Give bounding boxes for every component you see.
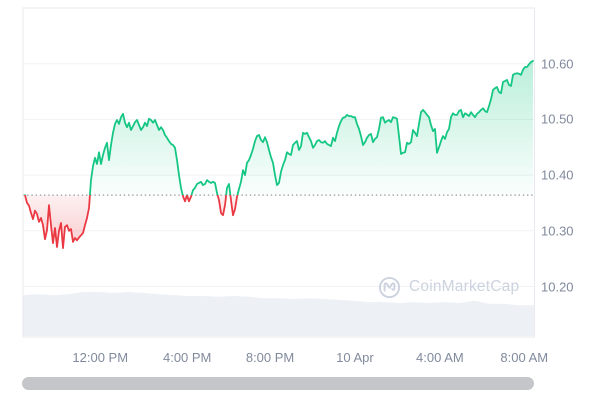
price-area-positive	[89, 60, 533, 196]
volume-area	[23, 292, 535, 336]
watermark-text: CoinMarketCap	[409, 278, 520, 295]
y-axis-label: 10.30	[541, 223, 574, 239]
coinmarketcap-logo-icon	[378, 276, 401, 298]
x-axis-label: 12:00 PM	[72, 350, 129, 365]
price-line-positive	[24, 60, 534, 196]
x-axis-label: 8:00 PM	[245, 350, 295, 365]
y-axis-label: 10.40	[541, 167, 574, 183]
y-axis-label: 10.60	[541, 56, 574, 72]
x-axis-label: 4:00 AM	[416, 350, 464, 365]
plot-border	[22, 7, 535, 338]
y-axis-label: 10.50	[541, 111, 574, 127]
y-axis-label: 10.20	[541, 279, 574, 294]
horizontal-scrollbar-thumb[interactable]	[22, 377, 534, 390]
coinmarketcap-watermark: CoinMarketCap	[378, 274, 519, 300]
x-axis-label: 8:00 AM	[500, 350, 549, 365]
x-axis-label: 4:00 PM	[162, 350, 212, 365]
price-area-negative	[25, 195, 533, 249]
x-axis-label: 10 Apr	[336, 350, 374, 365]
